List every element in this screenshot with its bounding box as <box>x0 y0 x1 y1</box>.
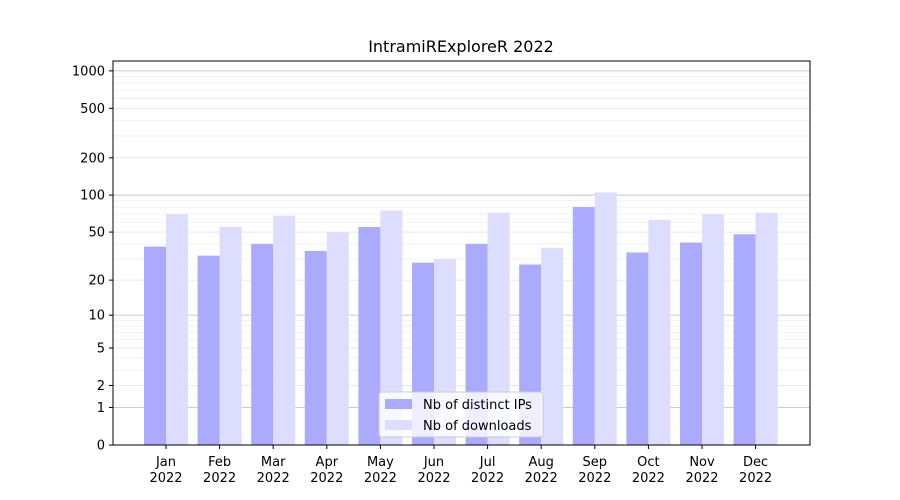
x-tick-year: 2022 <box>203 471 236 486</box>
bar-distinct-ips <box>572 207 595 445</box>
chart-title: IntramiRExploreR 2022 <box>368 37 554 56</box>
x-tick-label: Dec 2022 <box>739 455 772 486</box>
y-tick-label: 5 <box>97 341 105 356</box>
bar-downloads <box>219 227 242 445</box>
y-tick-label: 500 <box>80 102 105 117</box>
x-tick-year: 2022 <box>685 471 718 486</box>
bar-downloads <box>166 214 188 445</box>
x-tick-year: 2022 <box>417 471 450 486</box>
x-tick-year: 2022 <box>471 471 504 486</box>
x-tick-month: Oct <box>637 455 659 470</box>
x-tick-month: Mar <box>261 455 286 470</box>
bar-downloads <box>487 212 510 445</box>
y-tick-label: 20 <box>88 274 105 289</box>
x-tick-month: Jan <box>155 455 176 470</box>
x-tick-year: 2022 <box>310 471 343 486</box>
x-tick-label: Jul 2022 <box>471 455 504 486</box>
legend-label: Nb of downloads <box>423 419 532 434</box>
legend-box <box>378 391 544 438</box>
x-tick-year: 2022 <box>632 471 665 486</box>
x-tick-month: Jun <box>423 455 444 470</box>
bar-distinct-ips <box>680 242 702 445</box>
bar-downloads <box>702 214 724 445</box>
bar-downloads <box>648 219 671 445</box>
x-tick-month: Aug <box>529 455 554 470</box>
x-tick-label: May 2022 <box>364 455 397 486</box>
y-tick-label: 200 <box>80 151 105 166</box>
x-tick-label: Sep 2022 <box>578 455 611 486</box>
x-tick-label: Feb 2022 <box>203 455 236 486</box>
x-tick-label: Jan 2022 <box>149 455 182 486</box>
bar-downloads <box>541 248 564 445</box>
bar-downloads <box>273 215 296 445</box>
legend-label: Nb of distinct IPs <box>423 398 532 413</box>
bar-distinct-ips <box>626 252 649 445</box>
y-tick-label: 2 <box>97 379 105 394</box>
x-tick-year: 2022 <box>149 471 182 486</box>
x-tick-month: Jul <box>479 455 496 470</box>
bar-distinct-ips <box>251 243 274 445</box>
x-tick-label: Aug 2022 <box>525 455 558 486</box>
bar-downloads <box>755 212 778 445</box>
bar-distinct-ips <box>304 250 327 445</box>
x-tick-year: 2022 <box>364 471 397 486</box>
x-tick-label: Jun 2022 <box>417 455 450 486</box>
bar-distinct-ips <box>197 255 220 445</box>
y-tick-label: 1 <box>97 401 105 416</box>
x-tick-year: 2022 <box>739 471 772 486</box>
y-tick-label: 50 <box>88 226 105 241</box>
bar-distinct-ips <box>144 246 166 445</box>
x-tick-year: 2022 <box>525 471 558 486</box>
y-tick-label: 1000 <box>72 64 105 79</box>
x-tick-month: May <box>367 455 394 470</box>
y-tick-label: 0 <box>97 439 105 454</box>
bar-downloads <box>594 192 617 445</box>
y-tick-label: 10 <box>88 309 105 324</box>
x-tick-year: 2022 <box>257 471 290 486</box>
x-tick-year: 2022 <box>578 471 611 486</box>
bar-distinct-ips <box>358 227 381 445</box>
y-tick-label: 100 <box>80 189 105 204</box>
legend-swatch <box>385 399 412 409</box>
x-tick-label: Mar 2022 <box>257 455 290 486</box>
bar-downloads <box>326 232 349 445</box>
legend-swatch <box>385 420 412 430</box>
bar-downloads <box>380 210 403 445</box>
x-tick-label: Nov 2022 <box>685 455 718 486</box>
x-tick-month: Apr <box>316 455 339 470</box>
x-tick-month: Sep <box>583 455 608 470</box>
x-tick-label: Apr 2022 <box>310 455 343 486</box>
x-tick-month: Nov <box>689 455 715 470</box>
x-tick-label: Oct 2022 <box>632 455 665 486</box>
x-tick-month: Feb <box>208 455 231 470</box>
x-tick-month: Dec <box>743 455 768 470</box>
bar-distinct-ips <box>733 234 756 445</box>
legend: Nb of distinct IPs Nb of downloads <box>378 391 544 438</box>
plot-frame <box>112 60 811 446</box>
